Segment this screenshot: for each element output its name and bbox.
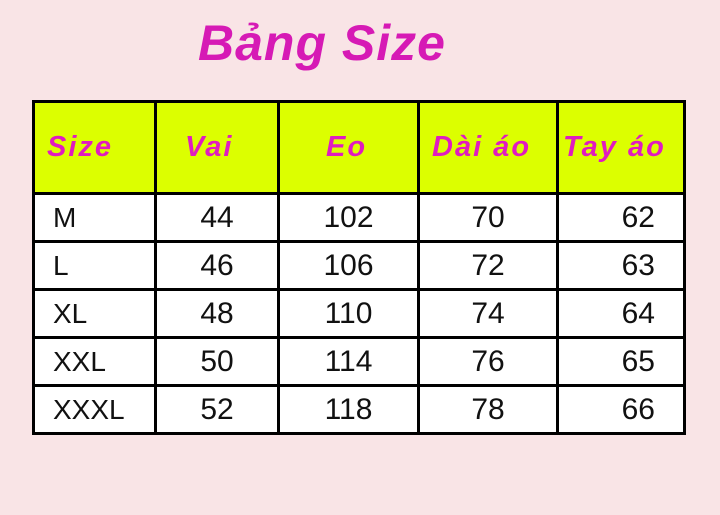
column-header: Dài áo (417, 100, 559, 195)
table-row: L 46 106 72 63 (32, 240, 686, 291)
measurement-cell: 66 (556, 384, 686, 435)
measurement-cell: 48 (154, 288, 280, 339)
measurement-cell: 52 (154, 384, 280, 435)
measurement-cell: 44 (154, 192, 280, 243)
measurement-cell: 64 (556, 288, 686, 339)
column-header: Eo (277, 100, 420, 195)
table-row: XL 48 110 74 64 (32, 288, 686, 339)
header-row: Size Vai Eo Dài áo Tay áo (32, 100, 686, 195)
measurement-cell: 63 (556, 240, 686, 291)
size-table: Size Vai Eo Dài áo Tay áo M 44 102 70 62 L 46 106 72… (32, 100, 686, 435)
measurement-cell: 118 (277, 384, 420, 435)
measurement-cell: 65 (556, 336, 686, 387)
measurement-cell: 102 (277, 192, 420, 243)
measurement-cell: 46 (154, 240, 280, 291)
size-cell: XXXL (32, 384, 157, 435)
measurement-cell: 62 (556, 192, 686, 243)
size-cell: L (32, 240, 157, 291)
column-header: Vai (154, 100, 280, 195)
measurement-cell: 114 (277, 336, 420, 387)
size-cell: XXL (32, 336, 157, 387)
measurement-cell: 78 (417, 384, 559, 435)
measurement-cell: 106 (277, 240, 420, 291)
column-header: Size (32, 100, 157, 195)
table-row: XXXL 52 118 78 66 (32, 384, 686, 435)
measurement-cell: 72 (417, 240, 559, 291)
measurement-cell: 110 (277, 288, 420, 339)
size-cell: M (32, 192, 157, 243)
size-cell: XL (32, 288, 157, 339)
column-header: Tay áo (556, 100, 686, 195)
measurement-cell: 70 (417, 192, 559, 243)
page-title: Bảng Size (198, 15, 446, 71)
measurement-cell: 50 (154, 336, 280, 387)
table-row: M 44 102 70 62 (32, 192, 686, 243)
table-row: XXL 50 114 76 65 (32, 336, 686, 387)
measurement-cell: 74 (417, 288, 559, 339)
measurement-cell: 76 (417, 336, 559, 387)
